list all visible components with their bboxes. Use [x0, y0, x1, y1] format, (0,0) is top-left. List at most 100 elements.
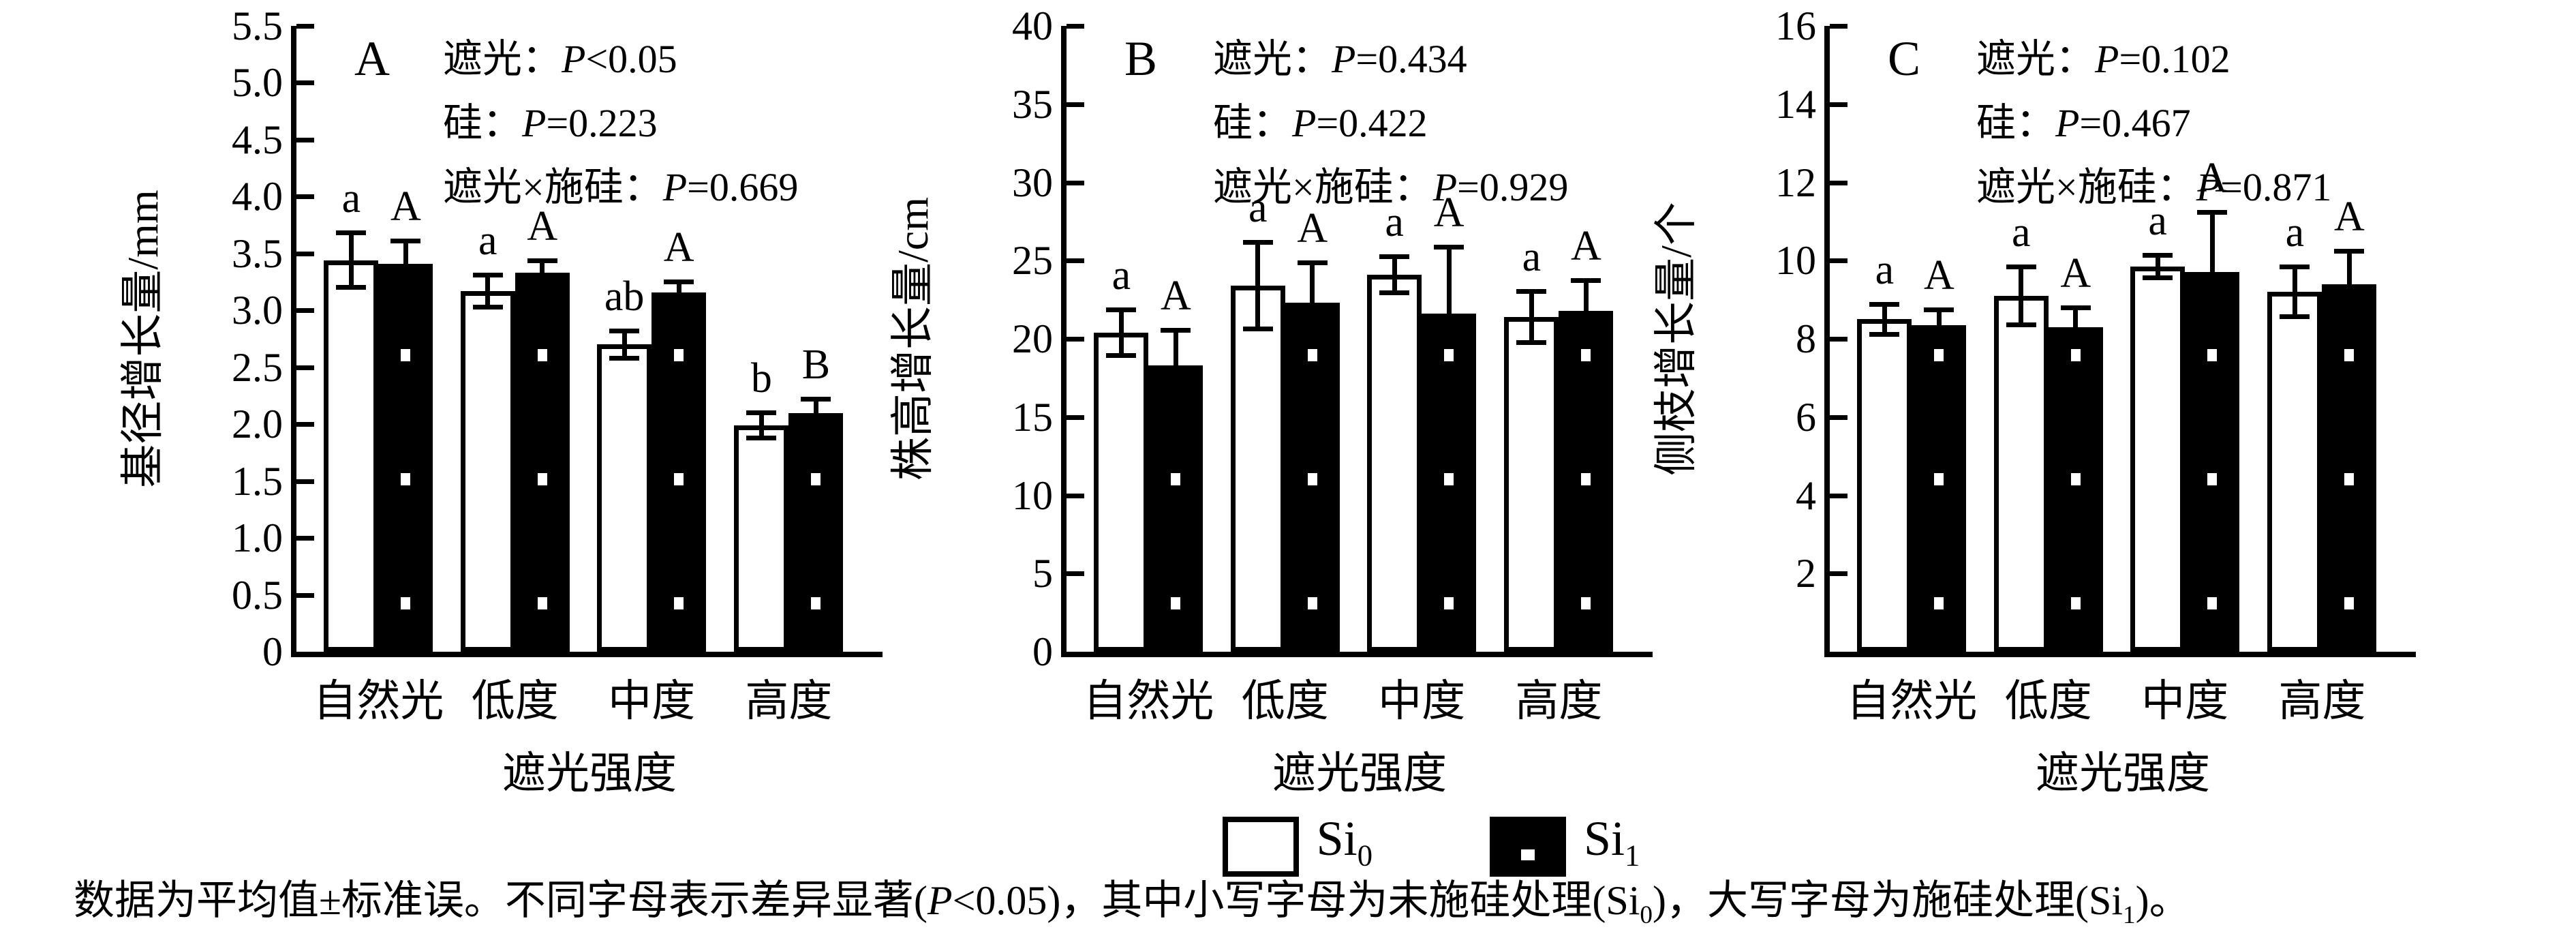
legend-si1-swatch	[1490, 817, 1566, 877]
pvalue-factor: 遮光：	[1213, 37, 1332, 81]
pvalue-line-3: 遮光×施硅：P=0.929	[1213, 155, 1568, 220]
error-bar-cap-top	[1434, 245, 1465, 250]
y-tick-mark	[1830, 337, 1847, 342]
bar-si0-group3	[1367, 274, 1422, 652]
y-tick-label: 0	[1032, 629, 1053, 674]
error-bar-cap-top	[2060, 305, 2091, 311]
pvalue-value: =0.422	[1316, 101, 1428, 145]
legend-si1-label: Si1	[1584, 809, 1640, 885]
error-bar-stem	[1173, 327, 1178, 366]
caption-text: )，大写字母为施硅处理(Si	[1653, 878, 2123, 923]
significance-letter: A	[1297, 205, 1328, 252]
y-tick-mark	[1067, 180, 1084, 185]
error-bar-cap-top	[1161, 327, 1191, 333]
error-bar-stem	[1936, 307, 1942, 325]
y-tick-mark	[296, 536, 314, 541]
y-tick-label: 4.0	[232, 174, 283, 220]
significance-letter: a	[2285, 209, 2305, 256]
bar-si1-group2	[515, 273, 570, 652]
y-tick-label: 14	[1775, 81, 1816, 127]
error-bar-cap-bottom	[336, 285, 367, 290]
error-bar-cap-top	[2143, 252, 2173, 258]
error-bar-stem	[1529, 288, 1534, 346]
bar-si1-group1	[1148, 365, 1203, 652]
caption-text: 1	[2123, 901, 2136, 929]
pvalue-factor: 遮光：	[1976, 37, 2096, 81]
y-tick-label: 20	[1012, 316, 1053, 361]
legend-si0-subscript: 0	[1357, 838, 1373, 873]
pvalue-factor: 硅：	[1976, 101, 2056, 145]
x-category-1: 自然光	[1083, 677, 1214, 725]
pvalue-symbol: P	[1332, 37, 1356, 81]
y-tick-label: 40	[1012, 3, 1053, 48]
x-category-2: 低度	[1241, 677, 1329, 725]
error-bar-stem	[676, 280, 681, 292]
error-bar-cap-top	[1924, 307, 1954, 313]
x-category-1: 自然光	[1846, 677, 1978, 725]
pvalue-annotations: 遮光：P=0.434 硅：P=0.422 遮光×施硅：P=0.929	[1213, 27, 1568, 220]
y-tick-label: 2.5	[232, 344, 283, 390]
y-tick-label: 16	[1775, 3, 1816, 48]
bar-si0-group3	[2130, 266, 2186, 652]
bar-si0-group3	[597, 344, 652, 652]
error-bar-stem	[540, 258, 545, 273]
significance-letter: a	[1875, 246, 1895, 293]
error-bar-cap-top	[336, 230, 367, 236]
error-bar-cap-top	[472, 273, 503, 278]
panel-letter-B: B	[1124, 31, 1158, 86]
y-tick-label: 8	[1796, 316, 1816, 361]
y-tick-label: 3.0	[232, 288, 283, 333]
pvalue-value: =0.223	[546, 101, 658, 145]
error-bar-cap-top	[801, 397, 831, 402]
y-tick-label: 5	[1032, 551, 1053, 597]
y-tick-mark	[296, 479, 314, 484]
bar-si0-group1	[324, 260, 379, 652]
bar-si0-group2	[460, 290, 515, 652]
y-tick-mark	[296, 251, 314, 256]
y-tick-label: 4.5	[232, 117, 283, 162]
error-bar-stem	[2209, 209, 2215, 273]
y-tick-label: 5.0	[232, 60, 283, 106]
error-bar-cap-top	[1379, 254, 1410, 260]
y-tick-label: 15	[1012, 394, 1053, 440]
y-tick-mark	[1067, 24, 1084, 29]
caption-text: <0.05)，其中小写字母为未施硅处理(Si	[952, 878, 1640, 923]
significance-letter: B	[801, 342, 831, 389]
error-bar-cap-top	[1516, 288, 1547, 294]
y-tick-label: 10	[1775, 238, 1816, 284]
y-tick-mark	[296, 194, 314, 200]
y-tick-mark	[296, 308, 314, 314]
error-bar-cap-bottom	[1379, 290, 1410, 295]
error-bar-cap-bottom	[1106, 352, 1137, 358]
pvalue-value: =0.871	[2220, 165, 2332, 209]
bar-si0-group4	[734, 425, 789, 652]
error-bar-cap-top	[2006, 265, 2036, 269]
error-bar-cap-bottom	[609, 355, 640, 361]
pvalue-value: =0.102	[2119, 37, 2230, 81]
pvalue-line-1: 遮光：P<0.05	[443, 27, 798, 91]
legend-si1-text: Si	[1584, 811, 1625, 866]
pvalue-annotations: 遮光：P<0.05 硅：P=0.223 遮光×施硅：P=0.669	[443, 27, 798, 220]
y-tick-label: 0.5	[232, 572, 283, 618]
pvalue-value: =0.669	[687, 165, 799, 209]
significance-letter: A	[2196, 154, 2228, 201]
error-bar-cap-bottom	[2280, 314, 2310, 320]
error-bar-cap-top	[1106, 307, 1137, 313]
caption-text: )。	[2135, 878, 2190, 923]
pvalue-value: =0.467	[2079, 101, 2191, 145]
pvalue-line-1: 遮光：P=0.102	[1976, 27, 2331, 91]
y-tick-mark	[1067, 337, 1084, 342]
pvalue-line-1: 遮光：P=0.434	[1213, 27, 1568, 91]
error-bar-cap-top	[527, 258, 557, 263]
error-bar-cap-bottom	[2006, 322, 2036, 327]
error-bar-cap-top	[609, 328, 640, 333]
y-tick-mark	[296, 137, 314, 142]
significance-letter: a	[341, 175, 361, 222]
legend-si1-subscript: 1	[1625, 838, 1640, 873]
error-bar-cap-bottom	[746, 435, 777, 440]
panel-letter-C: C	[1888, 31, 1921, 86]
error-bar-cap-top	[664, 280, 694, 285]
panel-C: 侧枝增长量/个 2 4 6 8 10 12 14 16 C 遮光：P=0.102 硅：P=0.467 遮…	[1533, 0, 2433, 936]
